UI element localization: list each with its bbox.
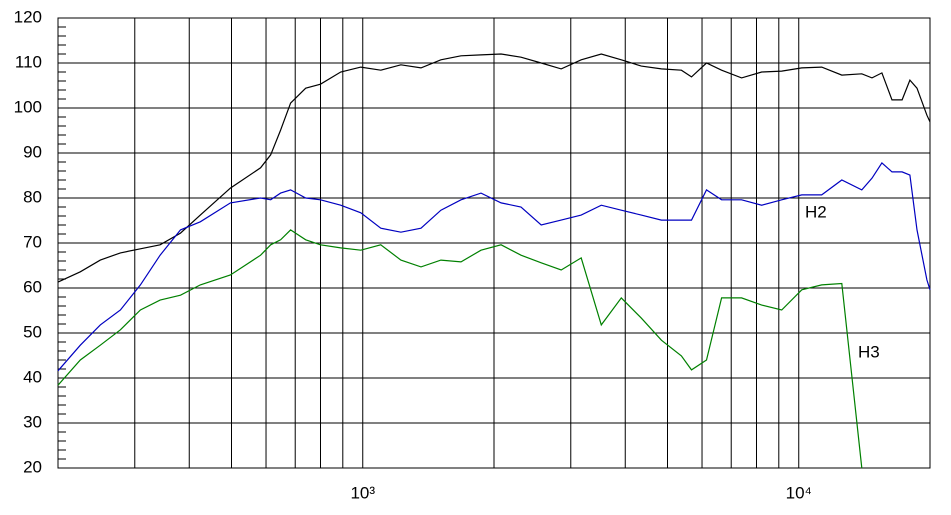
y-tick-label: 80	[23, 187, 42, 206]
series-label: H3	[858, 342, 880, 361]
y-tick-label: 30	[23, 412, 42, 431]
series-label: H2	[805, 202, 827, 221]
series-line	[57, 229, 863, 469]
y-tick-label: 90	[23, 142, 42, 161]
series-line	[57, 53, 931, 283]
series-line	[57, 161, 931, 372]
x-tick-label: 10⁴	[786, 483, 812, 502]
y-tick-label: 50	[23, 322, 42, 341]
x-tick-label: 10³	[350, 483, 375, 502]
y-tick-label: 60	[23, 277, 42, 296]
y-tick-label: 100	[14, 97, 42, 116]
y-tick-label: 20	[23, 457, 42, 476]
y-tick-label: 70	[23, 232, 42, 251]
y-tick-label: 120	[14, 7, 42, 26]
y-tick-label: 110	[15, 52, 42, 71]
y-tick-label: 40	[23, 367, 42, 386]
